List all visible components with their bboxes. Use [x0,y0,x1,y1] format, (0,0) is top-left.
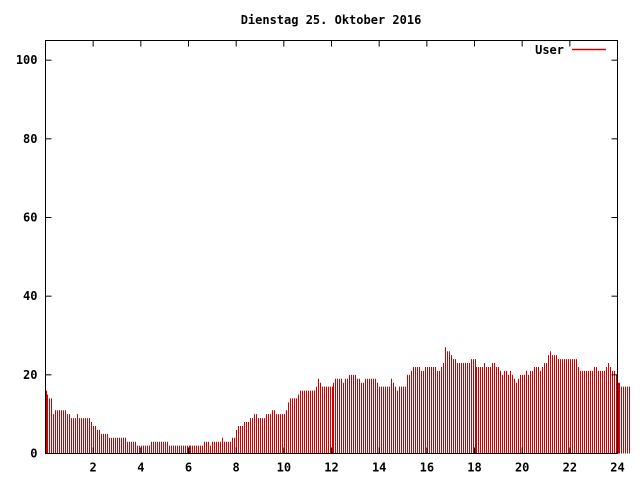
x-tick-label: 24 [610,461,624,475]
y-tick-label: 80 [23,132,37,146]
y-tick-label: 40 [23,289,37,303]
x-tick-label: 12 [324,461,338,475]
x-tick-label: 2 [90,461,97,475]
x-tick-label: 4 [137,461,144,475]
y-tick-label: 20 [23,368,37,382]
legend: User [535,43,606,57]
x-tick-label: 22 [563,461,577,475]
x-axis: 2 4 6 8 10 12 14 16 18 20 22 24 [90,40,625,475]
y-axis: 0 20 40 60 80 100 [16,53,618,461]
y-tick-label: 60 [23,211,37,225]
x-tick-label: 20 [515,461,529,475]
x-tick-label: 16 [420,461,434,475]
bar-series-user [46,347,630,454]
x-tick-label: 10 [277,461,291,475]
y-tick-label: 0 [30,447,37,461]
chart-title: Dienstag 25. Oktober 2016 [241,13,422,27]
x-tick-label: 6 [185,461,192,475]
x-tick-label: 14 [372,461,386,475]
legend-label-user: User [535,43,564,57]
x-tick-label: 18 [467,461,481,475]
x-tick-label: 8 [233,461,240,475]
y-tick-label: 100 [16,53,38,67]
plot-frame [45,40,618,454]
